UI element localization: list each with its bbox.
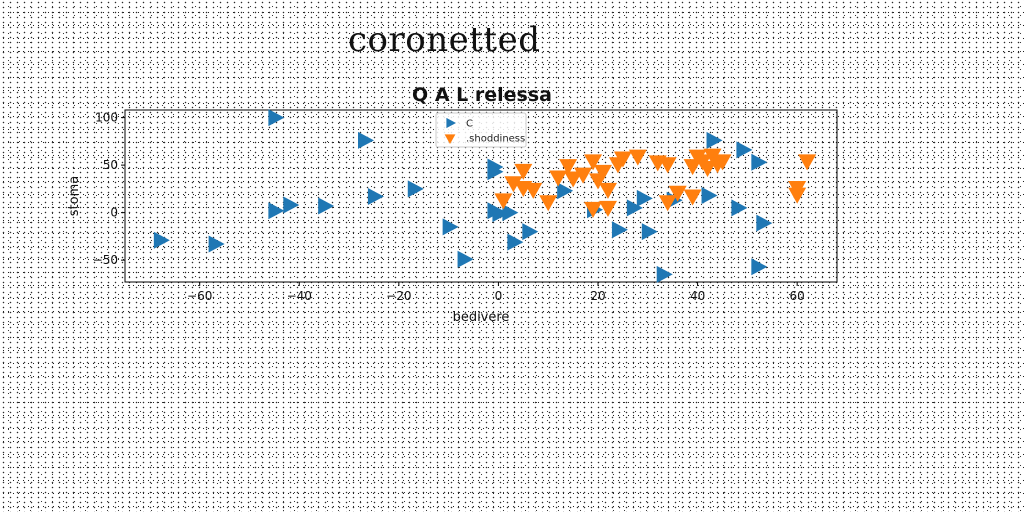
c-point (318, 197, 335, 215)
shoddiness-point (713, 154, 732, 171)
c-point (407, 180, 424, 198)
c-point (701, 187, 718, 205)
c-point (522, 223, 539, 241)
shoddiness-point (668, 185, 687, 202)
x-tick-label: 40 (690, 289, 705, 303)
series-group (494, 148, 817, 218)
c-point (367, 187, 384, 205)
legend-box (435, 112, 527, 148)
shoddiness-point (788, 187, 807, 204)
c-point (641, 223, 658, 241)
shoddiness-point (628, 149, 647, 166)
c-point (557, 182, 574, 200)
c-point (268, 202, 285, 220)
x-tick-label: −40 (287, 289, 312, 303)
y-tick-label: 0 (110, 206, 118, 220)
x-tick-label: −60 (187, 289, 212, 303)
y-tick-label: −50 (93, 253, 118, 267)
y-axis: −50 0 50 100 (93, 111, 125, 267)
c-point (153, 231, 170, 249)
shoddiness-point (698, 161, 717, 178)
shoddiness-point (559, 159, 578, 176)
legend-marker (446, 117, 456, 129)
shoddiness-point (703, 148, 722, 165)
shoddiness-point (613, 151, 632, 168)
legend: C .shoddiness (435, 112, 527, 148)
c-point (283, 196, 300, 214)
shoddiness-point (584, 154, 603, 171)
x-tick-label: 20 (590, 289, 605, 303)
c-point (492, 205, 509, 223)
page-title: coronetted (348, 20, 541, 60)
shoddiness-point (524, 182, 543, 199)
c-point (502, 204, 519, 222)
c-point (357, 131, 374, 149)
chart-title: Q A L relessa (412, 84, 552, 106)
shoddiness-point (593, 164, 612, 181)
c-point (442, 218, 459, 236)
x-axis-label: bedivere (453, 310, 510, 325)
shoddiness-point (658, 157, 677, 174)
c-point (656, 265, 673, 283)
c-point (751, 153, 768, 171)
series-group (153, 109, 773, 283)
shoddiness-point (514, 163, 533, 180)
legend-marker (444, 134, 456, 144)
shoddiness-point (798, 154, 817, 171)
c-point (636, 189, 653, 207)
c-point (457, 250, 474, 268)
c-point (208, 235, 225, 253)
c-point (736, 141, 753, 159)
x-tick-label: −20 (386, 289, 411, 303)
shoddiness-point (658, 195, 677, 212)
c-point (487, 163, 504, 181)
shoddiness-point (683, 189, 702, 206)
shoddiness-point (598, 200, 617, 217)
y-tick-label: 100 (95, 111, 118, 125)
shoddiness-point (549, 170, 568, 187)
data-markers (153, 109, 817, 283)
c-point (706, 131, 723, 149)
shoddiness-point (584, 201, 603, 218)
plot-area (124, 109, 838, 283)
c-point (756, 214, 773, 232)
legend-label: .shoddiness (466, 134, 525, 145)
x-tick-label: 0 (495, 289, 503, 303)
x-axis: −60 −40 −20 0 20 40 60 (187, 282, 805, 303)
shoddiness-point (574, 167, 593, 184)
c-point (626, 199, 643, 217)
shoddiness-point (564, 171, 583, 188)
shoddiness-point (504, 176, 523, 193)
c-point (507, 233, 524, 251)
legend-label: C (466, 119, 473, 130)
shoddiness-point (598, 182, 617, 199)
c-point (731, 199, 748, 217)
y-axis-label: stoma (67, 176, 82, 216)
shoddiness-point (494, 193, 513, 210)
c-point (611, 221, 628, 239)
shoddiness-point (539, 195, 558, 212)
y-tick-label: 50 (103, 158, 118, 172)
x-tick-label: 60 (790, 289, 805, 303)
c-point (751, 258, 768, 276)
c-point (268, 109, 285, 127)
